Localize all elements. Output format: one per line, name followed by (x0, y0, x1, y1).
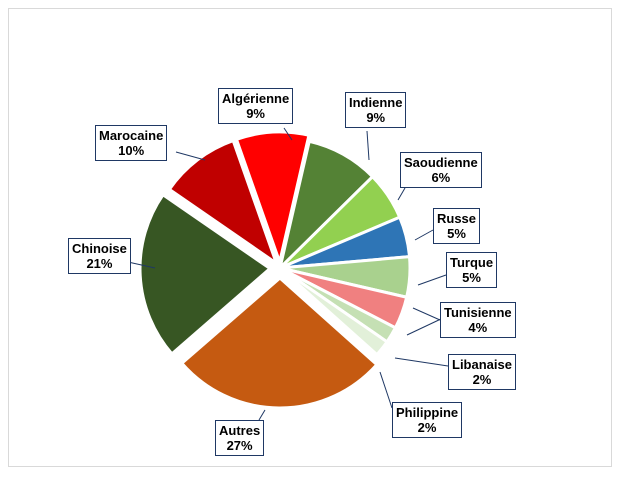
leader-line (412, 307, 441, 321)
leader-line (397, 187, 406, 201)
leader-line (406, 317, 444, 336)
label-philippine-pct: 2% (417, 420, 437, 435)
leader-line (283, 127, 293, 141)
label-libanaise-pct: 2% (472, 372, 492, 387)
label-saoudienne-name: Saoudienne (404, 155, 478, 170)
label-turque-name: Turque (450, 255, 494, 270)
label-philippine: Philippine 2% (392, 402, 463, 438)
label-indienne: Indienne 9% (345, 92, 407, 128)
leader-line (258, 409, 266, 421)
leader-line (175, 151, 206, 161)
label-marocaine-pct: 10% (118, 143, 145, 158)
label-saoudienne: Saoudienne 6% (400, 152, 482, 188)
label-tunisienne: Tunisienne 4% (440, 302, 516, 338)
label-russe: Russe 5% (433, 208, 481, 244)
leader-lines (127, 127, 449, 421)
label-libanaise: Libanaise 2% (448, 354, 516, 390)
label-tunisienne-pct: 4% (468, 320, 488, 335)
label-marocaine: Marocaine 10% (95, 125, 168, 161)
label-autres: Autres 27% (215, 420, 265, 456)
pie-slice-algrienne (234, 130, 311, 264)
label-autres-pct: 27% (226, 438, 253, 453)
pie-slice-marocaine (167, 139, 278, 265)
pie-slice-philippine (278, 266, 389, 357)
pie-slice-autres (180, 276, 379, 410)
label-tunisienne-name: Tunisienne (444, 305, 512, 320)
leader-line (417, 274, 447, 286)
label-autres-name: Autres (219, 423, 261, 438)
label-chinoise: Chinoise 21% (68, 238, 131, 274)
label-turque: Turque 5% (446, 252, 498, 288)
leader-line (127, 261, 156, 269)
label-marocaine-name: Marocaine (99, 128, 164, 143)
pie-slices (138, 130, 412, 410)
leader-line (379, 371, 393, 409)
leader-line (394, 357, 449, 367)
label-algerienne-name: Algérienne (222, 91, 290, 106)
label-chinoise-pct: 21% (86, 256, 113, 271)
label-libanaise-name: Libanaise (452, 357, 512, 372)
label-russe-name: Russe (437, 211, 477, 226)
label-algerienne-pct: 9% (246, 106, 265, 121)
pie-slice-chinoise (138, 193, 272, 356)
label-algerienne: Algérienne 9% (218, 88, 294, 124)
label-saoudienne-pct: 6% (431, 170, 451, 185)
leader-line (366, 130, 370, 161)
label-indienne-pct: 9% (366, 110, 386, 125)
label-philippine-name: Philippine (396, 405, 459, 420)
label-turque-pct: 5% (462, 270, 481, 285)
label-chinoise-name: Chinoise (72, 241, 127, 256)
label-indienne-name: Indienne (349, 95, 403, 110)
label-russe-pct: 5% (447, 226, 466, 241)
leader-line (414, 229, 434, 241)
